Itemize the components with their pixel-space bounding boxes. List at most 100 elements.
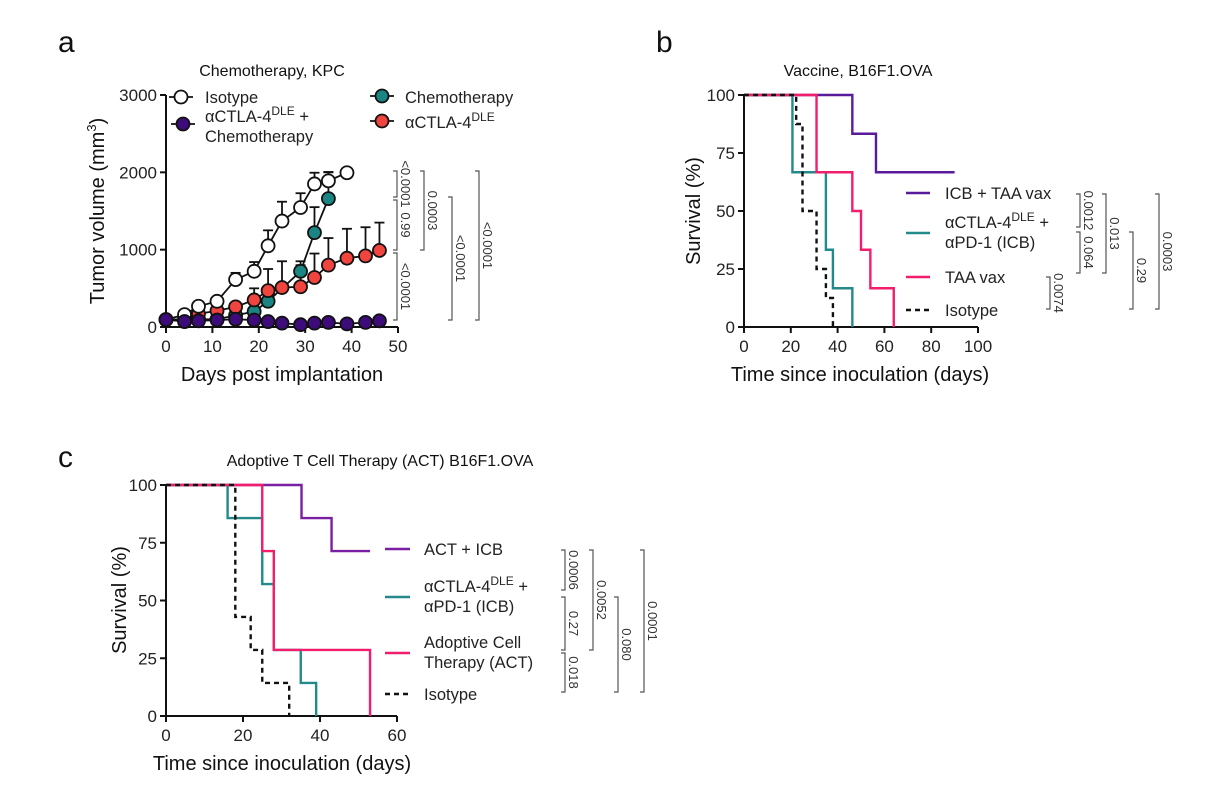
significance-bracket bbox=[393, 199, 398, 251]
y-tick-label: 0 bbox=[148, 318, 157, 337]
significance-bracket bbox=[589, 549, 594, 651]
p-value-label: 0.0003 bbox=[1160, 232, 1175, 272]
p-value-label: 0.013 bbox=[1107, 217, 1122, 250]
significance-bracket bbox=[561, 549, 566, 591]
p-value-label: 0.99 bbox=[398, 212, 413, 237]
significance-bracket bbox=[561, 652, 566, 693]
legend-label-main: αCTLA-4 bbox=[424, 578, 490, 596]
data-point bbox=[191, 313, 206, 329]
legend-label: Isotype bbox=[205, 89, 258, 107]
significance-bracket bbox=[393, 170, 398, 198]
significance-bracket bbox=[475, 170, 480, 321]
data-point bbox=[320, 314, 336, 330]
x-tick-label: 60 bbox=[875, 337, 894, 356]
legend-label-main: ACT + ICB bbox=[424, 541, 503, 559]
p-value-label: <0.0001 bbox=[398, 160, 413, 207]
legend-label-tail: + bbox=[1035, 214, 1049, 232]
data-point bbox=[358, 314, 373, 330]
significance-bracket bbox=[448, 196, 453, 321]
significance-bracket bbox=[640, 549, 645, 693]
y-axis-label-main: Survival (%) bbox=[109, 546, 131, 654]
legend-label: ACT + ICB bbox=[424, 541, 503, 559]
y-tick-label: 0 bbox=[726, 318, 735, 337]
p-value-label: 0.29 bbox=[1134, 258, 1149, 283]
data-point bbox=[320, 191, 336, 207]
significance-bracket bbox=[614, 596, 619, 693]
data-point bbox=[307, 315, 322, 331]
y-tick-label: 50 bbox=[716, 202, 735, 221]
data-point bbox=[293, 279, 308, 295]
legend-label-main: Isotype bbox=[205, 89, 258, 107]
legend-label: αCTLA-4DLE + bbox=[424, 574, 528, 596]
y-tick-label: 75 bbox=[716, 144, 735, 163]
y-tick-label: 25 bbox=[716, 260, 735, 279]
survival-curve-2 bbox=[166, 483, 372, 716]
y-axis-label-tail: ) bbox=[87, 118, 109, 125]
data-point bbox=[228, 272, 244, 287]
legend-label-main: ICB + TAA vax bbox=[945, 185, 1052, 203]
legend-label-superscript: DLE bbox=[471, 110, 494, 124]
significance-bracket bbox=[1076, 231, 1081, 274]
data-point bbox=[209, 293, 225, 309]
data-point bbox=[307, 225, 322, 241]
p-value-label: 0.0006 bbox=[566, 550, 581, 590]
chart-title: Chemotherapy, KPC bbox=[199, 63, 345, 80]
chart-title: Vaccine, B16F1.OVA bbox=[784, 63, 933, 80]
data-point bbox=[158, 312, 174, 328]
legend-label-superscript: DLE bbox=[271, 104, 294, 118]
legend-marker bbox=[175, 116, 191, 132]
data-point bbox=[320, 257, 336, 273]
data-point bbox=[274, 213, 290, 229]
p-value-label: 0.0052 bbox=[594, 580, 609, 620]
y-tick-label: 1000 bbox=[119, 241, 157, 260]
survival-curve-0 bbox=[166, 483, 371, 553]
x-tick-label: 10 bbox=[203, 337, 222, 356]
p-value-label: <0.0001 bbox=[398, 263, 413, 310]
y-tick-label: 50 bbox=[138, 592, 157, 611]
x-tick-label: 40 bbox=[342, 337, 361, 356]
x-tick-label: 20 bbox=[249, 337, 268, 356]
legend-label: ICB + TAA vax bbox=[945, 185, 1052, 203]
legend-label: Isotype bbox=[945, 302, 998, 320]
p-value-label: 0.080 bbox=[619, 628, 634, 661]
x-tick-label: 0 bbox=[161, 337, 170, 356]
p-value-label: 0.064 bbox=[1081, 236, 1096, 269]
data-point bbox=[260, 238, 276, 254]
panel-letter: a bbox=[58, 26, 75, 59]
data-point bbox=[209, 312, 225, 328]
legend-marker bbox=[173, 89, 189, 105]
data-point bbox=[307, 270, 322, 285]
y-tick-label: 3000 bbox=[119, 86, 157, 105]
legend-label-tail: + bbox=[514, 578, 528, 596]
significance-bracket bbox=[1155, 193, 1160, 310]
data-point bbox=[246, 263, 262, 279]
survival-curve-0 bbox=[744, 93, 955, 174]
data-point bbox=[339, 250, 355, 266]
y-axis-label-main: Tumor volume (mm bbox=[87, 132, 109, 305]
legend-label-superscript: DLE bbox=[1011, 210, 1034, 224]
significance-bracket bbox=[1129, 231, 1134, 310]
p-value-label: <0.0001 bbox=[453, 235, 468, 282]
x-axis-label: Time since inoculation (days) bbox=[731, 364, 989, 386]
y-tick-label: 100 bbox=[707, 86, 735, 105]
y-tick-label: 0 bbox=[148, 707, 157, 726]
legend-label-line2: αPD-1 (ICB) bbox=[424, 598, 514, 616]
data-point bbox=[274, 315, 290, 331]
y-axis-label: Tumor volume (mm3) bbox=[84, 118, 109, 305]
legend-marker bbox=[374, 88, 390, 104]
data-point bbox=[228, 299, 244, 315]
survival-curve-1 bbox=[166, 483, 318, 716]
significance-bracket bbox=[393, 252, 398, 321]
chart-title: Adoptive T Cell Therapy (ACT) B16F1.OVA bbox=[227, 453, 534, 470]
data-point bbox=[293, 200, 308, 215]
p-value-label: <0.0001 bbox=[480, 222, 495, 269]
significance-bracket bbox=[561, 596, 566, 651]
p-value-label: 0.018 bbox=[566, 656, 581, 689]
x-tick-label: 0 bbox=[739, 337, 748, 356]
legend-label-main: Isotype bbox=[945, 302, 998, 320]
legend-label-superscript: DLE bbox=[490, 574, 513, 588]
legend-label-main: αCTLA-4 bbox=[945, 214, 1011, 232]
y-axis-label-superscript: 3 bbox=[84, 124, 99, 131]
